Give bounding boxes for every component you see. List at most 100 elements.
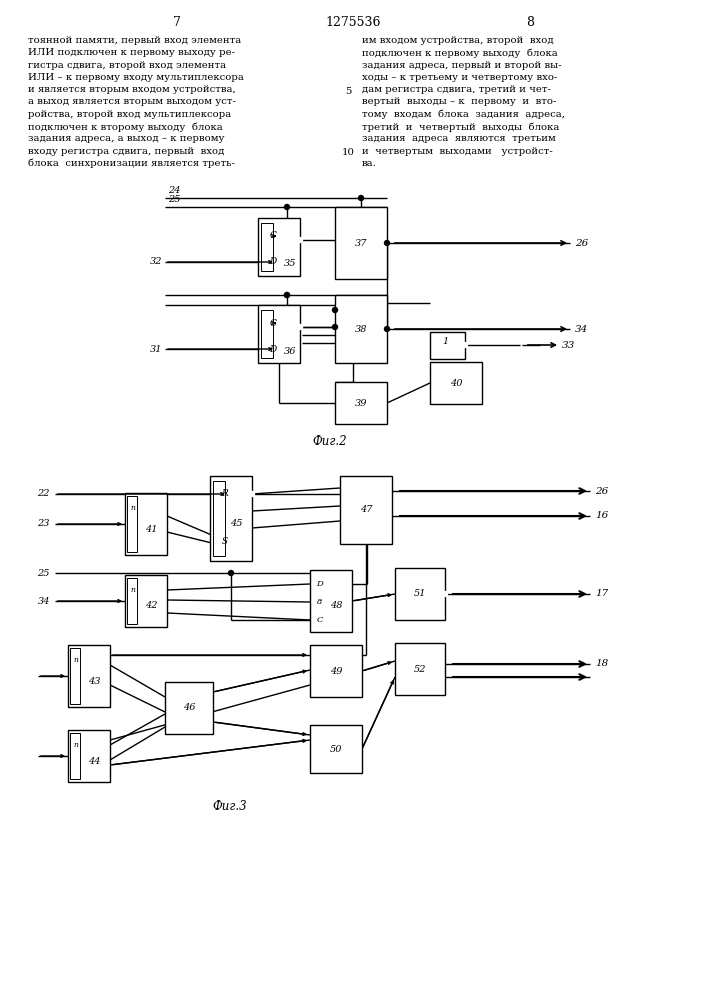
Text: ИЛИ подключен к первому выходу ре-: ИЛИ подключен к первому выходу ре- bbox=[28, 48, 235, 57]
Circle shape bbox=[284, 292, 289, 298]
Text: а выход является вторым выходом уст-: а выход является вторым выходом уст- bbox=[28, 98, 236, 106]
Circle shape bbox=[462, 342, 467, 348]
Text: 17: 17 bbox=[595, 589, 608, 598]
Text: задания адреса, а выход – к первому: задания адреса, а выход – к первому bbox=[28, 134, 225, 143]
Text: ходы – к третьему и четвертому вхо-: ходы – к третьему и четвертому вхо- bbox=[362, 73, 557, 82]
Bar bbox=[213, 481, 225, 556]
Text: 1275536: 1275536 bbox=[325, 16, 381, 29]
Text: 40: 40 bbox=[450, 378, 462, 387]
Bar bbox=[430, 332, 465, 359]
Text: 25: 25 bbox=[168, 195, 180, 204]
Text: Фиг.2: Фиг.2 bbox=[312, 435, 347, 448]
Bar bbox=[125, 493, 167, 555]
Text: n: n bbox=[131, 586, 136, 594]
Text: Фиг.3: Фиг.3 bbox=[213, 800, 247, 813]
Bar bbox=[261, 223, 273, 271]
Text: 41: 41 bbox=[145, 524, 157, 534]
Text: 16: 16 bbox=[595, 512, 608, 520]
Text: 23: 23 bbox=[37, 520, 50, 528]
Text: вертый  выходы – к  первому  и  вто-: вертый выходы – к первому и вто- bbox=[362, 98, 556, 106]
Bar bbox=[335, 207, 387, 279]
Text: 33: 33 bbox=[562, 340, 575, 350]
Bar bbox=[127, 496, 137, 552]
Text: 39: 39 bbox=[355, 398, 367, 408]
Bar bbox=[210, 476, 252, 561]
Text: 1: 1 bbox=[442, 336, 448, 346]
Text: 35: 35 bbox=[284, 259, 296, 268]
Text: 50: 50 bbox=[329, 744, 342, 754]
Circle shape bbox=[298, 324, 303, 330]
Text: 45: 45 bbox=[230, 518, 243, 528]
Bar bbox=[340, 476, 392, 544]
Text: ва.: ва. bbox=[362, 159, 377, 168]
Bar bbox=[261, 310, 273, 358]
Circle shape bbox=[298, 237, 303, 242]
Text: блока  синхронизации является треть-: блока синхронизации является треть- bbox=[28, 159, 235, 168]
Text: 8: 8 bbox=[317, 598, 322, 606]
Text: 26: 26 bbox=[575, 238, 588, 247]
Text: 49: 49 bbox=[329, 666, 342, 676]
Text: подключен к второму выходу  блока: подключен к второму выходу блока bbox=[28, 122, 223, 132]
Text: и  четвертым  выходами   устройст-: и четвертым выходами устройст- bbox=[362, 147, 553, 156]
Text: 43: 43 bbox=[88, 676, 100, 686]
Text: 25: 25 bbox=[37, 568, 50, 578]
Text: 42: 42 bbox=[145, 601, 157, 610]
Bar bbox=[258, 305, 300, 363]
Circle shape bbox=[385, 240, 390, 245]
Text: 26: 26 bbox=[595, 487, 608, 495]
Text: 46: 46 bbox=[182, 704, 195, 712]
Text: 24: 24 bbox=[168, 186, 180, 195]
Text: им входом устройства, второй  вход: им входом устройства, второй вход bbox=[362, 36, 554, 45]
Circle shape bbox=[358, 196, 363, 200]
Text: 48: 48 bbox=[329, 601, 342, 610]
Text: третий  и  четвертый  выходы  блока: третий и четвертый выходы блока bbox=[362, 122, 559, 132]
Bar bbox=[68, 730, 110, 782]
Text: 38: 38 bbox=[355, 324, 367, 334]
Text: 34: 34 bbox=[575, 324, 588, 334]
Text: тому  входам  блока  задания  адреса,: тому входам блока задания адреса, bbox=[362, 110, 565, 119]
Text: 5: 5 bbox=[345, 87, 351, 96]
Text: 31: 31 bbox=[149, 344, 162, 354]
Text: ИЛИ – к первому входу мультиплексора: ИЛИ – к первому входу мультиплексора bbox=[28, 73, 244, 82]
Circle shape bbox=[332, 308, 337, 312]
Text: 52: 52 bbox=[414, 664, 426, 674]
Text: и является вторым входом устройства,: и является вторым входом устройства, bbox=[28, 85, 235, 94]
Text: C: C bbox=[317, 616, 323, 624]
Text: n: n bbox=[131, 504, 136, 512]
Text: дам регистра сдвига, третий и чет-: дам регистра сдвига, третий и чет- bbox=[362, 85, 551, 94]
Text: D: D bbox=[317, 580, 323, 588]
Text: C: C bbox=[269, 318, 276, 328]
Text: входу регистра сдвига, первый  вход: входу регистра сдвига, первый вход bbox=[28, 147, 224, 156]
Text: S: S bbox=[222, 538, 228, 546]
Text: задания  адреса  являются  третьим: задания адреса являются третьим bbox=[362, 134, 556, 143]
Bar bbox=[335, 295, 387, 363]
Text: 37: 37 bbox=[355, 238, 367, 247]
Text: 44: 44 bbox=[88, 756, 100, 766]
Text: тоянной памяти, первый вход элемента: тоянной памяти, первый вход элемента bbox=[28, 36, 241, 45]
Circle shape bbox=[228, 570, 233, 576]
Bar bbox=[310, 645, 362, 697]
Bar bbox=[125, 575, 167, 627]
Text: подключен к первому выходу  блока: подключен к первому выходу блока bbox=[362, 48, 558, 58]
Text: 8: 8 bbox=[526, 16, 534, 29]
Bar bbox=[258, 218, 300, 276]
Bar bbox=[395, 568, 445, 620]
Bar bbox=[395, 643, 445, 695]
Circle shape bbox=[250, 491, 255, 496]
Text: 34: 34 bbox=[37, 596, 50, 605]
Text: C: C bbox=[269, 232, 276, 240]
Text: 18: 18 bbox=[595, 660, 608, 668]
Bar bbox=[430, 362, 482, 404]
Bar bbox=[68, 645, 110, 707]
Circle shape bbox=[284, 292, 289, 298]
Text: ройства, второй вход мультиплексора: ройства, второй вход мультиплексора bbox=[28, 110, 231, 119]
Circle shape bbox=[332, 324, 337, 330]
Text: n: n bbox=[74, 656, 78, 664]
Text: n: n bbox=[74, 741, 78, 749]
Text: D: D bbox=[269, 344, 276, 354]
Circle shape bbox=[385, 326, 390, 332]
Bar bbox=[165, 682, 213, 734]
Text: D: D bbox=[269, 257, 276, 266]
Bar bbox=[127, 578, 137, 624]
Text: гистра сдвига, второй вход элемента: гистра сдвига, второй вход элемента bbox=[28, 61, 226, 70]
